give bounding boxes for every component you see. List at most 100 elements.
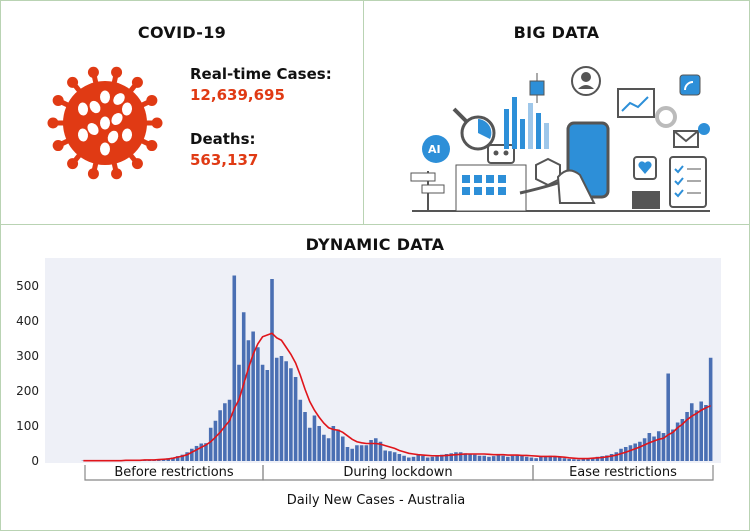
deaths-value: 563,137 [190,151,259,169]
virus-spot [100,142,110,156]
bar [576,459,581,461]
spike-tip [111,168,123,180]
bar [581,458,586,461]
smartphone-icon [556,121,610,204]
daily-cases-chart: 0 100 200 300 400 500 Before restrictions Duri… [16,258,721,508]
bar-chart-icon [504,97,549,149]
x-axis-label: Daily New Cases - Australia [287,493,466,508]
spike-tip [87,168,99,180]
bar [435,455,439,461]
bar [345,447,350,461]
bar [506,456,510,461]
bar [567,458,571,461]
spike-tip [131,76,143,88]
period-bracket [532,465,714,481]
bar [246,340,251,461]
bar [487,456,491,461]
bar [364,445,369,461]
virus-spot [111,112,123,126]
bar [237,364,241,461]
moving-average-line [83,332,711,462]
bar [175,456,180,461]
rss-icon [679,74,701,96]
dynamic-data-title: DYNAMIC DATA [305,235,445,254]
bar [454,452,458,461]
spike-tip [146,140,158,152]
bar [416,454,421,461]
monitor-icon [617,88,655,118]
bar [656,431,661,461]
cases-value: 12,639,695 [190,86,285,104]
bar [359,445,364,461]
spike-tip [151,117,163,129]
big-data-title: BIG DATA [513,23,600,42]
bar [699,401,703,461]
bar [496,454,501,461]
bar [524,456,529,461]
bar [572,459,576,461]
bar [350,448,354,461]
bar [520,455,524,461]
svg-text:AI: AI [428,143,441,156]
bar [289,368,293,461]
bar [652,436,656,461]
y-tick-label: 500 [16,279,39,293]
bar [666,373,670,461]
envelope-icon [673,123,710,148]
bar [270,279,274,461]
bar [647,433,652,461]
dynamic-data-panel: DYNAMIC DATA 0 100 200 300 400 500 Before res… [0,224,750,531]
bar [190,448,194,461]
bar [402,455,406,461]
bar [628,445,633,461]
bar [675,422,680,461]
bar [397,454,402,461]
bar [392,452,397,461]
big-data-panel: BIG DATA AI [363,0,750,225]
bar [642,438,647,461]
bar [293,377,298,461]
period-brackets: Before restrictions During lockdown Ease r… [84,465,714,481]
bar [458,452,463,461]
robot-icon [487,144,515,164]
bar [204,443,208,461]
bar [638,441,642,461]
bar [199,443,204,461]
bar [265,370,270,461]
bar [251,331,255,461]
bar [633,443,637,461]
bar [213,420,218,461]
bar [208,427,213,461]
period-label: Ease restrictions [569,465,677,480]
user-icon [571,66,601,96]
bar [373,438,378,461]
bar [331,426,336,461]
bar [444,454,449,461]
y-tick-label: 300 [16,349,39,363]
spike-tip [47,117,59,129]
bar [501,455,505,461]
bar [298,399,303,461]
bar [534,458,538,461]
y-tick-label: 400 [16,314,39,328]
bar [619,448,623,461]
bar [543,456,548,461]
virus-spot [89,100,101,114]
bar [605,455,609,461]
bar [218,410,222,461]
period-label: During lockdown [343,465,452,480]
bar [326,438,331,461]
bar [548,455,553,461]
virus-spot [77,102,89,116]
bar [223,403,227,461]
virus-spot [77,128,89,142]
virus-spot [87,122,99,136]
bar [529,457,534,461]
bar [194,445,199,461]
covid-title: COVID-19 [137,23,227,42]
bar [232,275,237,461]
bar [260,364,265,461]
bar [256,347,260,461]
bar [539,456,543,461]
bar [694,410,699,461]
